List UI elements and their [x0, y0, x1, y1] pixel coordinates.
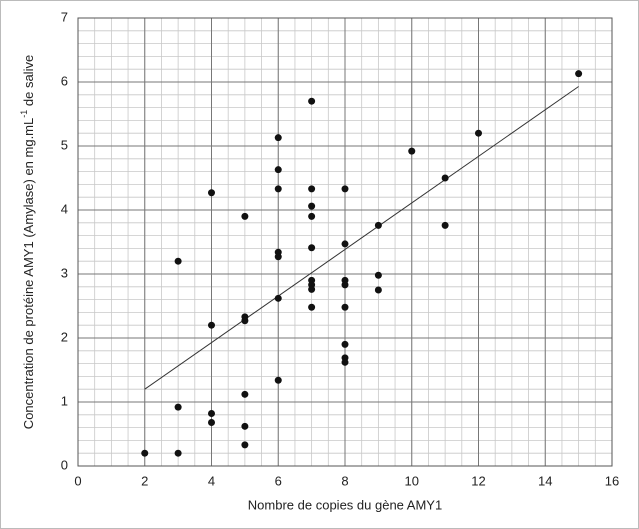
point [308, 185, 316, 193]
plot [141, 70, 583, 457]
point [308, 212, 316, 220]
point [341, 240, 349, 248]
y-label-part: Concentration de protéine AMY1 (Amylase)… [21, 118, 36, 429]
point [274, 134, 282, 142]
point [141, 449, 149, 457]
point [341, 303, 349, 311]
point [341, 281, 349, 289]
point [308, 202, 316, 210]
point [174, 403, 182, 411]
x-tick-label: 4 [208, 473, 215, 488]
y-tick-label: 7 [61, 9, 68, 24]
point [308, 97, 316, 105]
point [341, 340, 349, 348]
point [308, 285, 316, 293]
point [308, 244, 316, 252]
point [174, 257, 182, 265]
x-tick-label: 0 [74, 473, 81, 488]
point [308, 303, 316, 311]
point [274, 376, 282, 384]
point [241, 441, 249, 449]
point [441, 221, 449, 229]
point [241, 390, 249, 398]
x-tick-label: 12 [471, 473, 485, 488]
x-tick-label: 6 [275, 473, 282, 488]
trendline [144, 86, 579, 390]
point [274, 185, 282, 193]
point [241, 212, 249, 220]
y-tick-label: 0 [61, 457, 68, 472]
point [575, 70, 583, 78]
y-tick-label: 2 [61, 329, 68, 344]
point [208, 418, 215, 426]
point [208, 189, 215, 197]
x-tick-label: 10 [405, 473, 419, 488]
point [441, 174, 449, 182]
point [208, 410, 215, 418]
x-tick-label: 2 [141, 473, 148, 488]
point [241, 422, 249, 430]
y-label-part: de salive [21, 55, 36, 110]
y-tick-label: 3 [61, 265, 68, 280]
y-tick-label: 6 [61, 73, 68, 88]
point [274, 253, 282, 261]
y-label-sup: -1 [19, 110, 29, 118]
x-tick-label: 16 [605, 473, 619, 488]
point [374, 286, 382, 294]
point [274, 294, 282, 302]
plot-border [77, 17, 613, 467]
point [341, 185, 349, 193]
point [374, 271, 382, 279]
point [374, 221, 382, 229]
point [174, 449, 182, 457]
point [408, 147, 416, 155]
point [241, 317, 249, 325]
y-axis-label: Concentration de protéine AMY1 (Amylase)… [19, 55, 36, 429]
y-tick-label: 5 [61, 137, 68, 152]
point [208, 321, 215, 329]
x-tick-label: 8 [341, 473, 348, 488]
point [341, 358, 349, 366]
x-axis-label: Nombre de copies du gène AMY1 [248, 497, 442, 512]
y-tick-label: 1 [61, 393, 68, 408]
x-tick-label: 14 [538, 473, 552, 488]
point [475, 129, 482, 137]
point [274, 166, 282, 174]
y-tick-label: 4 [61, 201, 68, 216]
